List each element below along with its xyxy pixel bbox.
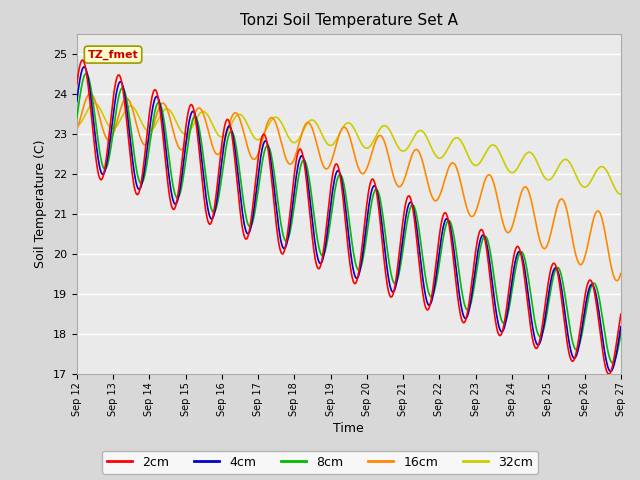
- Y-axis label: Soil Temperature (C): Soil Temperature (C): [35, 140, 47, 268]
- Legend: 2cm, 4cm, 8cm, 16cm, 32cm: 2cm, 4cm, 8cm, 16cm, 32cm: [102, 451, 538, 474]
- Title: Tonzi Soil Temperature Set A: Tonzi Soil Temperature Set A: [240, 13, 458, 28]
- X-axis label: Time: Time: [333, 421, 364, 434]
- Text: TZ_fmet: TZ_fmet: [88, 49, 138, 60]
